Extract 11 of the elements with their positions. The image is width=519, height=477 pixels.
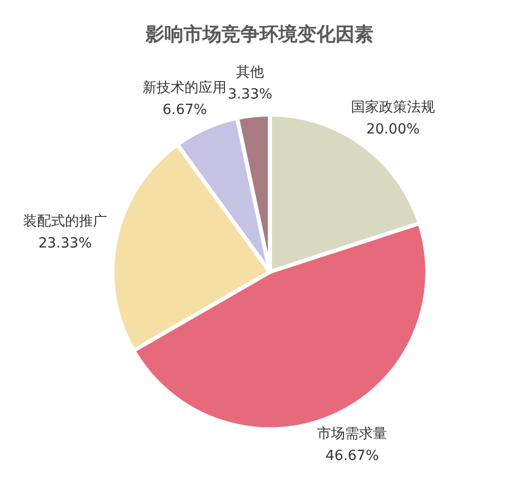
data-label: 46.67% — [325, 448, 379, 464]
slice-label: 新技术的应用 — [142, 80, 227, 96]
data-label: 3.33% — [228, 86, 272, 103]
data-label: 6.67% — [162, 102, 207, 118]
slice-label: 市场需求量 — [317, 426, 388, 442]
chart-title: 影响市场竞争环境变化因素 — [144, 24, 374, 46]
slice-label: 国家政策法规 — [350, 100, 435, 116]
data-label: 23.33% — [38, 235, 92, 252]
slice-label: 其他 — [236, 64, 264, 81]
slice-label: 装配式的推广 — [23, 213, 108, 230]
data-label: 20.00% — [366, 122, 420, 138]
